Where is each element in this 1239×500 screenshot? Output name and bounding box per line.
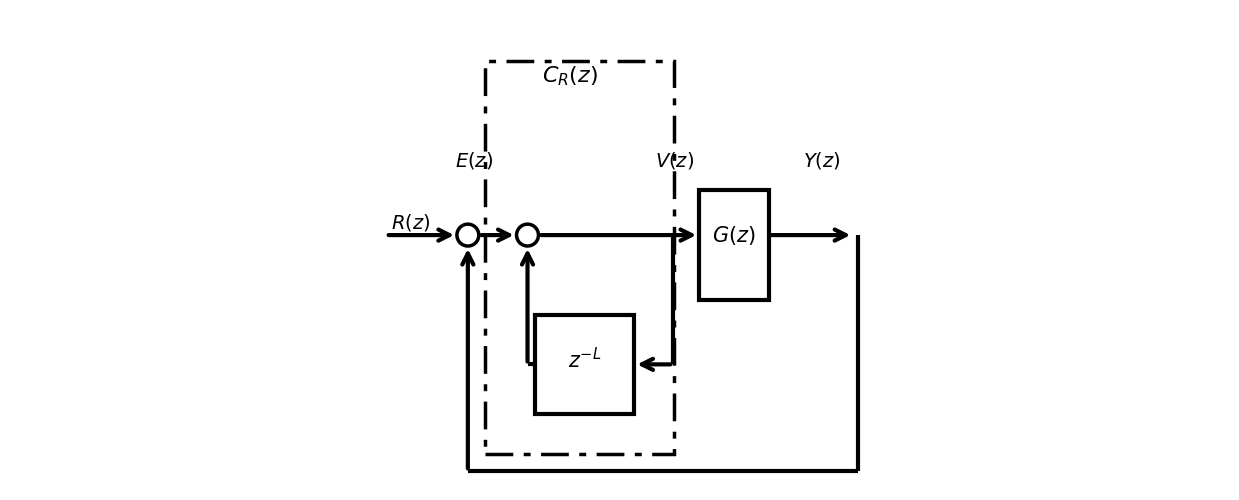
Bar <box>535 314 634 414</box>
Text: $E(z)$: $E(z)$ <box>456 150 493 171</box>
Bar <box>486 61 674 454</box>
Text: $z^{-L}$: $z^{-L}$ <box>567 347 601 372</box>
Text: $Y(z)$: $Y(z)$ <box>803 150 841 171</box>
Bar <box>699 190 768 300</box>
Text: $G(z)$: $G(z)$ <box>712 224 756 246</box>
Circle shape <box>517 224 539 246</box>
Text: $C_R(z)$: $C_R(z)$ <box>541 64 597 88</box>
Text: $V(z)$: $V(z)$ <box>655 150 694 171</box>
Circle shape <box>457 224 478 246</box>
Text: $R(z)$: $R(z)$ <box>390 212 430 233</box>
